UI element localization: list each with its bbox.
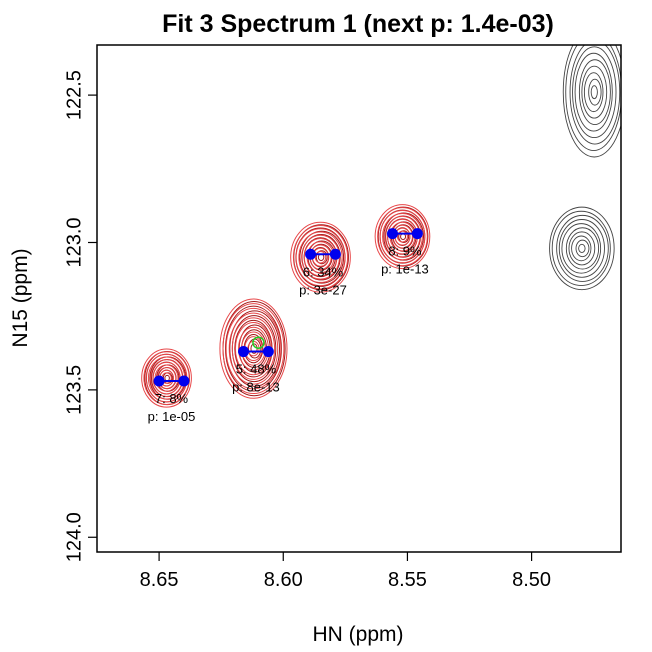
peak-p-label: p: 8e-13 [232,380,280,395]
fit-contour-line [382,212,423,261]
peak-layer: 5: 48% p: 8e-13 6: 34% p: 3e-27 7: 8% p: 1e-0… [148,228,429,424]
observed-contour-line [583,72,604,113]
observed-contour-line [561,223,602,274]
observed-contour-line [572,46,617,139]
observed-contour-line [575,239,590,258]
peak-label: 7: 8% [155,391,189,406]
observed-contour-line [588,78,602,106]
fit-contour-line [314,250,327,264]
peak-p-label: p: 3e-27 [299,282,347,297]
peak-point [262,346,274,358]
fit-contour-line [219,298,288,399]
peak-6: 6: 34% p: 3e-27 [299,248,347,297]
observed-contour-line [164,374,170,382]
peak-point [178,375,190,387]
fit-contour-line [141,348,192,408]
observed-contour-line [558,219,605,278]
fit-contour-line [298,231,343,283]
observed-contour-line [578,59,611,126]
fit-contour-line [143,351,190,405]
peak-p-label: p: 1e-05 [148,409,196,424]
contour-layer [141,45,621,408]
peak-p-label: p: 1e-13 [381,262,429,277]
fit-contour-line [225,307,282,390]
observed-contour-line [398,230,410,243]
fit-contour-line [290,221,351,293]
peak-point [411,228,423,240]
peak-point [387,228,399,240]
peak-point [305,248,317,260]
observed-contour-line [568,231,596,266]
y-tick-label: 123.5 [63,365,85,415]
y-axis: 122.5 123.0 123.5 124.0 [63,70,97,562]
fit-contour-line [379,210,426,264]
observed-contour-line [556,214,609,282]
observed-contour-line [551,210,611,286]
observed-contour-line [225,305,282,392]
peak-label: 6: 34% [303,264,344,279]
observed-contour-line [565,227,600,270]
observed-contour-line [590,85,598,100]
peak-point [238,346,250,358]
peak-7: 7: 8% p: 1e-05 [148,375,196,424]
x-tick-label: 8.65 [140,569,179,591]
observed-contour-line [578,243,586,253]
observed-contour-line [571,235,592,262]
peak-point [153,375,165,387]
y-tick-label: 123.0 [63,217,85,267]
fit-contour-line [374,204,431,270]
plot-frame [96,44,622,553]
fit-contour-line [295,228,346,287]
peak-8: 8: 9% p: 1e-13 [381,228,429,277]
observed-contour-line [299,230,345,284]
fit-contour-line [231,317,276,380]
y-tick-label: 122.5 [63,70,85,120]
peak-point [329,248,341,260]
fit-contour-line [396,230,408,243]
x-tick-label: 8.60 [264,569,303,591]
observed-contour-line [562,45,621,158]
x-axis-label: HN (ppm) [312,623,403,646]
fit-contour-line [292,225,349,290]
fit-contour-line [228,312,279,385]
y-axis-label: N15 (ppm) [9,248,32,347]
fit-contour-line [222,303,285,395]
peak-label: 8: 9% [388,244,422,259]
peak-5: 5: 48% p: 8e-13 [232,346,280,395]
x-axis: 8.65 8.60 8.55 8.50 [140,552,551,591]
observed-contour-line [581,65,608,119]
observed-contour-line [574,52,613,132]
y-tick-label: 124.0 [63,512,85,562]
observed-contour-line [549,206,615,291]
peak-label: 5: 48% [236,362,277,377]
observed-contour-line [229,310,280,387]
observed-contour-line [569,45,621,145]
chart-title: Fit 3 Spectrum 1 (next p: 1.4e-03) [162,10,554,38]
x-tick-label: 8.55 [388,569,427,591]
observed-contour-line [565,45,621,151]
observed-contour-line [315,250,328,265]
x-tick-label: 8.50 [512,569,551,591]
fit-contour-line [377,207,428,267]
reference-marker-icon [252,336,265,349]
